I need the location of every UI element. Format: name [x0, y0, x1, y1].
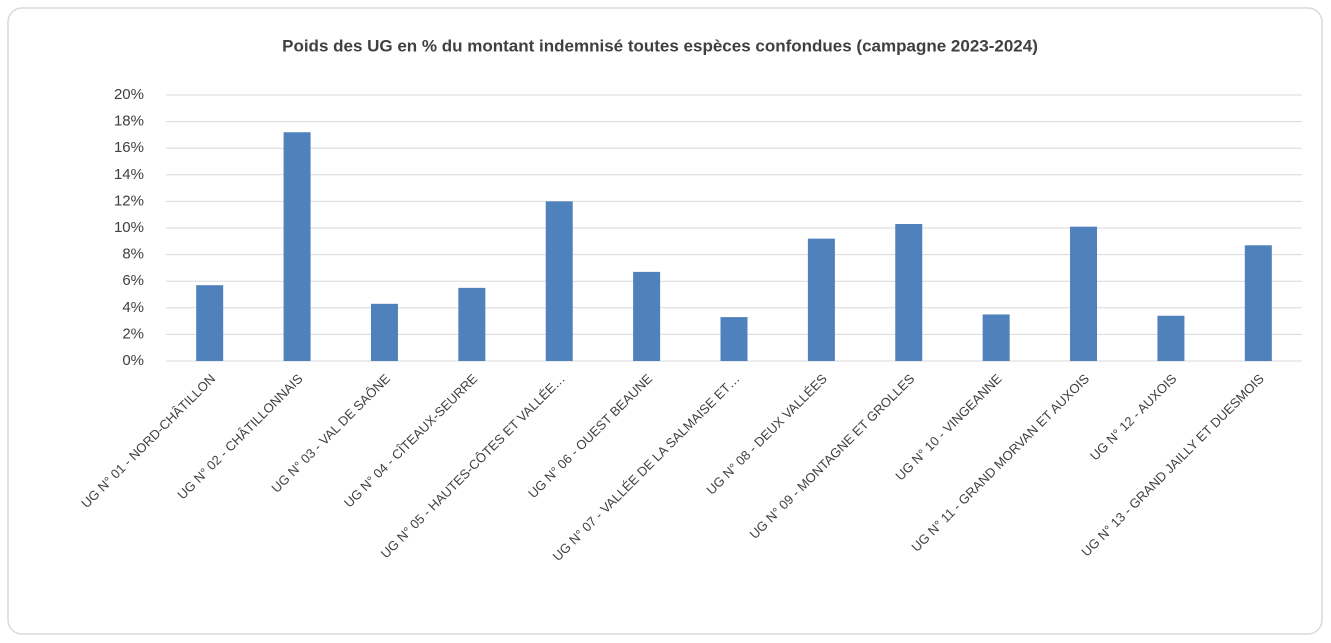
y-tick-label: 20% [114, 86, 144, 103]
y-tick-label: 10% [114, 219, 144, 236]
bar [283, 132, 311, 361]
bar [633, 271, 661, 361]
chart-frame [7, 7, 1323, 635]
y-tick-label: 14% [114, 166, 144, 183]
bar [196, 285, 224, 361]
y-tick-label: 8% [122, 246, 144, 263]
bar [720, 317, 748, 361]
y-tick-label: 4% [122, 299, 144, 316]
bar [982, 314, 1010, 361]
bar [1244, 245, 1272, 361]
y-tick-label: 0% [122, 352, 144, 369]
y-tick-label: 18% [114, 113, 144, 130]
bar [1157, 315, 1185, 361]
bar [458, 287, 486, 361]
bar [895, 224, 923, 361]
chart-title: Poids des UG en % du montant indemnisé t… [282, 36, 1038, 55]
y-tick-label: 2% [122, 325, 144, 342]
bar [370, 303, 398, 361]
bar [807, 238, 835, 361]
y-tick-label: 16% [114, 139, 144, 156]
y-tick-label: 6% [122, 272, 144, 289]
y-tick-label: 12% [114, 192, 144, 209]
bar [1070, 226, 1098, 361]
bar [545, 201, 573, 361]
